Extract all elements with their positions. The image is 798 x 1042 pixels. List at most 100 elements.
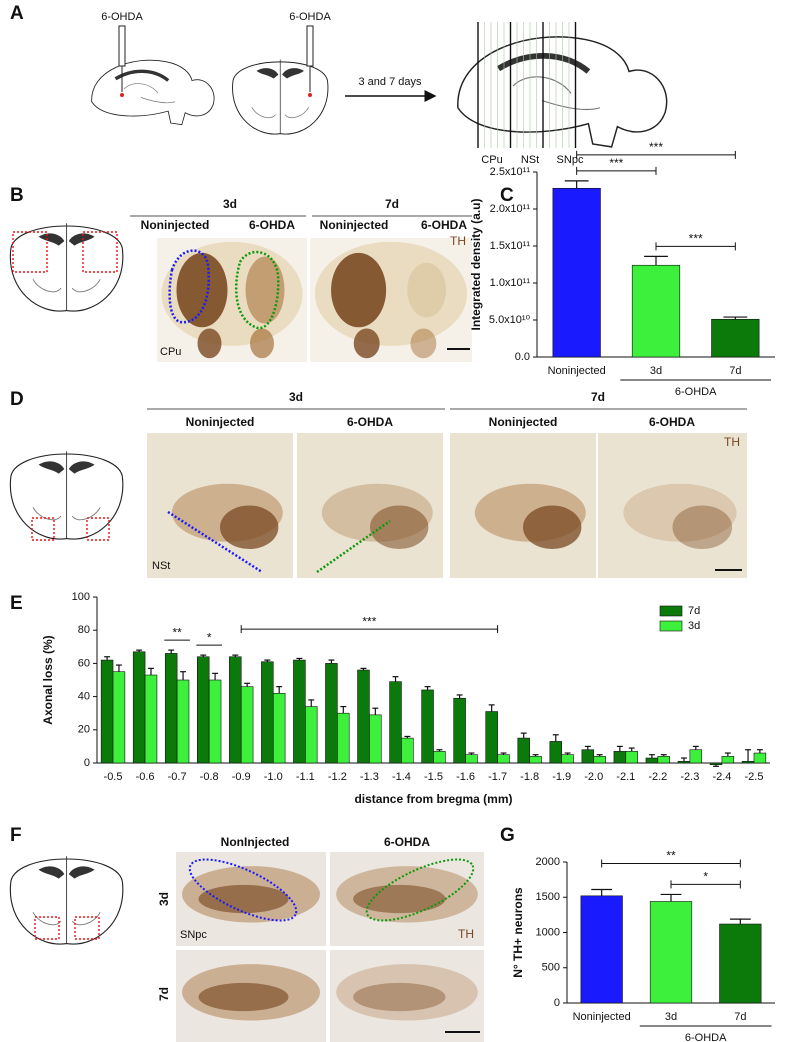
time-label: 7d — [157, 987, 171, 1001]
bar — [176, 679, 190, 764]
bar — [631, 264, 681, 358]
bar — [164, 653, 178, 764]
y-tick-label: 20 — [78, 724, 90, 736]
error-bar — [232, 654, 239, 657]
bar — [721, 756, 735, 764]
error-bar — [680, 757, 687, 762]
x-tick-label: -2.1 — [616, 771, 635, 783]
bar — [357, 669, 370, 764]
bar — [517, 737, 530, 764]
error-bar — [532, 754, 539, 757]
error-bar — [644, 255, 668, 266]
bar — [485, 711, 498, 764]
error-bar — [648, 754, 655, 759]
error-bar — [372, 707, 379, 715]
error-bar — [456, 694, 463, 699]
significance-bracket — [240, 625, 499, 634]
ventricles — [38, 866, 95, 879]
error-bar — [276, 686, 283, 694]
time-label: 7d — [591, 390, 605, 404]
legend-label: 7d — [688, 605, 700, 617]
arrow-label: 3 and 7 days — [359, 76, 422, 88]
error-bar — [628, 747, 635, 752]
bar — [677, 761, 691, 764]
stain — [245, 256, 285, 324]
bar — [369, 714, 382, 764]
syringe — [306, 25, 314, 67]
injection-site — [120, 93, 124, 97]
region-label: SNpc — [180, 929, 207, 941]
bar — [689, 749, 703, 764]
coronal-schematic — [9, 856, 124, 945]
bar — [337, 712, 350, 764]
bar — [580, 895, 623, 1004]
y-tick-label: 2000 — [536, 856, 560, 868]
syringe — [118, 25, 126, 67]
bar — [144, 674, 158, 764]
y-tick-label: 100 — [72, 591, 90, 603]
legend-label: 3d — [688, 620, 700, 632]
micrographs — [147, 238, 747, 1042]
micrograph — [450, 433, 596, 578]
bar — [657, 756, 670, 764]
error-bar — [340, 705, 347, 714]
x-tick-label: -2.3 — [680, 771, 699, 783]
condition-label: 6-OHDA — [649, 415, 695, 429]
panel-label: B — [10, 185, 24, 206]
x-tick-label: -1.3 — [360, 771, 379, 783]
x-tick-label: -1.0 — [264, 771, 283, 783]
ventricles — [38, 461, 95, 474]
stain — [353, 328, 380, 359]
bar — [741, 761, 755, 764]
error-bar — [360, 667, 367, 671]
roi-outline — [234, 250, 280, 330]
significance-bracket — [576, 150, 736, 159]
roi-outline — [365, 858, 475, 922]
y-tick-label: 1.0x10¹¹ — [490, 277, 531, 289]
time-label: 3d — [157, 892, 171, 906]
coronal-schematic — [9, 223, 124, 312]
legend-swatch — [659, 620, 683, 632]
error-bar — [660, 754, 667, 757]
significance-label: *** — [689, 232, 703, 246]
bar — [497, 754, 510, 764]
roi-box — [12, 231, 48, 273]
corpus-callosum — [114, 69, 170, 82]
x-tick-label: -1.6 — [456, 771, 475, 783]
y-tick-label: 60 — [78, 657, 90, 669]
y-tick-label: 1500 — [536, 891, 560, 903]
x-tick-label: -1.1 — [296, 771, 315, 783]
error-bar — [200, 654, 207, 657]
x-tick-label: Noninjected — [573, 1011, 631, 1023]
ventricles — [256, 68, 304, 79]
error-bar — [660, 893, 682, 902]
error-bar — [468, 752, 475, 755]
condition-label: 6-OHDA — [347, 415, 393, 429]
y-tick-label: 500 — [542, 962, 560, 974]
bar — [261, 661, 274, 764]
image-annotations: CPu TH NSt TH SNpc TH — [152, 234, 740, 941]
error-bar — [500, 752, 507, 755]
condition-label: Noninjected — [489, 415, 558, 429]
x-tick-label: -1.8 — [520, 771, 539, 783]
coronal-schematic — [232, 59, 329, 135]
bar — [389, 681, 402, 764]
significance-label: ** — [666, 849, 676, 863]
roi-box — [86, 517, 110, 541]
error-bar — [584, 745, 591, 750]
x-axis-title: distance from bregma (mm) — [354, 792, 512, 806]
x-tick-label: -1.5 — [424, 771, 443, 783]
panel-label: D — [10, 389, 24, 410]
error-bar — [115, 664, 122, 672]
bar — [549, 741, 562, 764]
bar — [229, 656, 242, 764]
bar — [593, 756, 606, 764]
bar — [719, 923, 762, 1004]
x-tick-label: 7d — [729, 365, 741, 377]
x-tick-label: -1.7 — [488, 771, 507, 783]
error-bar — [104, 656, 111, 661]
error-bar — [723, 316, 748, 320]
error-bar — [591, 888, 613, 896]
condition-label: Noninjected — [141, 218, 210, 232]
condition-label: Noninjected — [320, 218, 389, 232]
